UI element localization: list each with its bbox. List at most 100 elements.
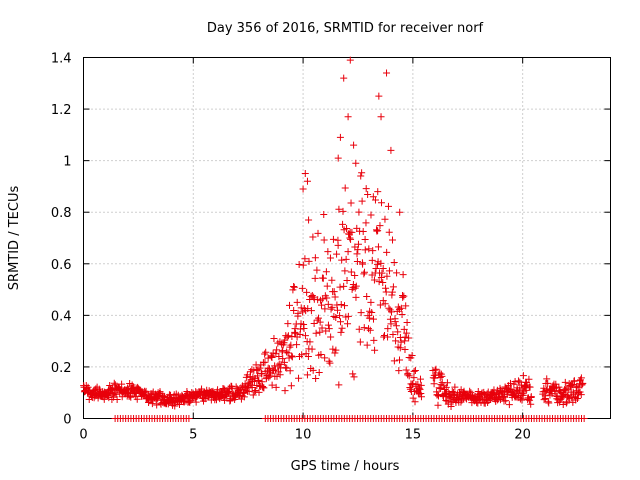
data-point (397, 304, 405, 312)
data-point (276, 371, 284, 379)
y-tick-label: 1.4 (51, 52, 72, 67)
y-tick-labels: 0 0.2 0.4 0.6 0.8 1 1.2 1.4 (51, 52, 72, 428)
data-point (318, 324, 326, 332)
data-point (270, 334, 278, 342)
data-point (309, 366, 317, 374)
data-point (383, 272, 391, 280)
data-point (368, 309, 376, 317)
data-point (245, 387, 253, 395)
y-tick-label: 1 (63, 155, 71, 170)
data-point (288, 332, 296, 340)
data-point (514, 377, 522, 385)
x-tick-labels: 0 5 10 15 20 (79, 428, 531, 443)
data-point (519, 391, 527, 399)
data-point (312, 329, 320, 337)
data-point (396, 356, 404, 364)
data-point (249, 391, 257, 399)
data-point (282, 364, 290, 372)
data-point (341, 184, 349, 192)
data-point (328, 303, 336, 311)
data-point (327, 333, 335, 341)
data-point (431, 374, 439, 382)
data-point (352, 159, 360, 167)
data-point (337, 300, 345, 308)
data-point (340, 282, 348, 290)
data-point (315, 314, 323, 322)
data-point (382, 288, 390, 296)
data-point (342, 255, 350, 263)
data-point (352, 293, 360, 301)
data-point (434, 401, 442, 409)
data-point (560, 391, 568, 399)
data-point (350, 141, 358, 149)
data-point (367, 211, 375, 219)
data-point (324, 321, 332, 329)
data-point (383, 69, 391, 77)
data-point (321, 305, 329, 313)
data-point (360, 270, 368, 278)
data-point (362, 219, 370, 227)
data-point (416, 375, 424, 383)
data-point (368, 256, 376, 264)
data-point (390, 258, 398, 266)
data-point (299, 261, 307, 269)
data-point (402, 366, 410, 374)
data-point (315, 369, 323, 377)
y-tick-label: 0.4 (51, 309, 72, 324)
data-point (336, 133, 344, 141)
y-tick-label: 0.6 (51, 258, 72, 273)
data-point (344, 320, 352, 328)
data-point (577, 391, 585, 399)
data-point (432, 365, 440, 373)
data-point (293, 341, 301, 349)
data-point (384, 325, 392, 333)
data-point (369, 315, 377, 323)
data-point (518, 390, 526, 398)
data-point (394, 328, 402, 336)
data-point (330, 313, 338, 321)
data-point (316, 328, 324, 336)
data-point (273, 372, 281, 380)
data-point (395, 367, 403, 375)
data-point (496, 384, 504, 392)
data-point (580, 415, 588, 422)
y-tick-label: 0.8 (51, 206, 72, 221)
data-point (335, 205, 343, 213)
data-point (405, 334, 413, 342)
data-point (391, 318, 399, 326)
data-point (326, 359, 334, 367)
data-point (349, 280, 357, 288)
data-point (384, 333, 392, 341)
data-point (288, 352, 296, 360)
data-point (474, 399, 482, 407)
data-point (388, 288, 396, 296)
data-point (541, 395, 549, 403)
data-point (332, 313, 340, 321)
data-point (518, 396, 526, 404)
data-point (372, 264, 380, 272)
data-point (113, 395, 121, 403)
data-point (305, 216, 313, 224)
data-point (544, 379, 552, 387)
data-point (338, 256, 346, 264)
y-axis-label: SRMTID / TECUs (7, 186, 22, 291)
data-point (401, 345, 409, 353)
data-point (300, 324, 308, 332)
data-point (118, 380, 126, 388)
data-point (311, 254, 319, 262)
data-point (410, 367, 418, 375)
data-point (552, 392, 560, 400)
data-point (443, 397, 451, 405)
data-point (390, 357, 398, 365)
data-point (275, 353, 283, 361)
data-point (251, 388, 259, 396)
data-point (357, 172, 365, 180)
data-point (312, 374, 320, 382)
data-point (375, 92, 383, 100)
data-point (272, 383, 280, 391)
data-point (313, 266, 321, 274)
data-point (225, 388, 233, 396)
data-point (378, 199, 386, 207)
data-point (516, 395, 524, 403)
data-point (573, 395, 581, 403)
